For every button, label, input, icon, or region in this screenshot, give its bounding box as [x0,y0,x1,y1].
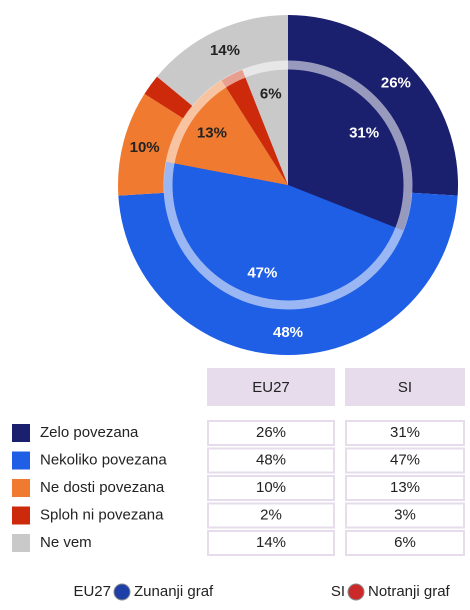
slice-label: 26% [381,75,411,92]
table-value: 13% [390,479,420,496]
legend-label: Nekoliko povezana [40,451,167,468]
table-value: 31% [390,424,420,441]
table-cell [345,475,465,501]
table-header: EU27 [252,379,290,396]
table-cell [207,530,335,556]
table-value: 2% [260,506,282,523]
table-header-bg [207,368,335,406]
table-header-bg [345,368,465,406]
table-cell [207,420,335,446]
slice-label: 48% [273,324,303,341]
table-value: 48% [256,451,286,468]
footer-icon [347,583,365,601]
legend-swatch [12,479,30,497]
table-cell [207,447,335,474]
table-cell [345,447,465,474]
table-value: 14% [256,534,286,551]
table-cell [345,502,465,529]
slice-label: 47% [247,264,277,281]
table-cell [345,530,465,556]
ring-separator [163,60,413,310]
legend-swatch [12,451,30,470]
footer-series: EU27 [73,583,111,600]
legend-swatch [12,506,30,525]
legend-label: Zelo povezana [40,424,139,441]
table-value: 26% [256,424,286,441]
pie-slice [242,61,288,185]
slice-label: 31% [349,124,379,141]
table-value: 47% [390,451,420,468]
legend-label: Ne vem [40,534,92,551]
footer-text: Zunanji graf [134,583,214,600]
footer-text: Notranji graf [368,583,451,600]
legend-swatch [12,534,30,552]
table-cell [207,475,335,501]
footer-series: SI [331,583,345,600]
legend-swatch [12,424,30,442]
legend-label: Ne dosti povezana [40,479,165,496]
slice-label: 14% [210,42,240,59]
table-value: 3% [394,506,416,523]
table-value: 10% [256,479,286,496]
table-value: 6% [394,534,416,551]
footer-icon [113,583,131,601]
table-header: SI [398,379,412,396]
pie-slice [163,161,404,310]
slice-label: 13% [197,124,227,141]
slice-label: 6% [260,86,282,103]
slice-label: 10% [130,139,160,156]
pie-slice [221,69,288,185]
legend-label: Sploh ni povezana [40,506,164,523]
table-cell [345,420,465,446]
table-cell [207,502,335,529]
